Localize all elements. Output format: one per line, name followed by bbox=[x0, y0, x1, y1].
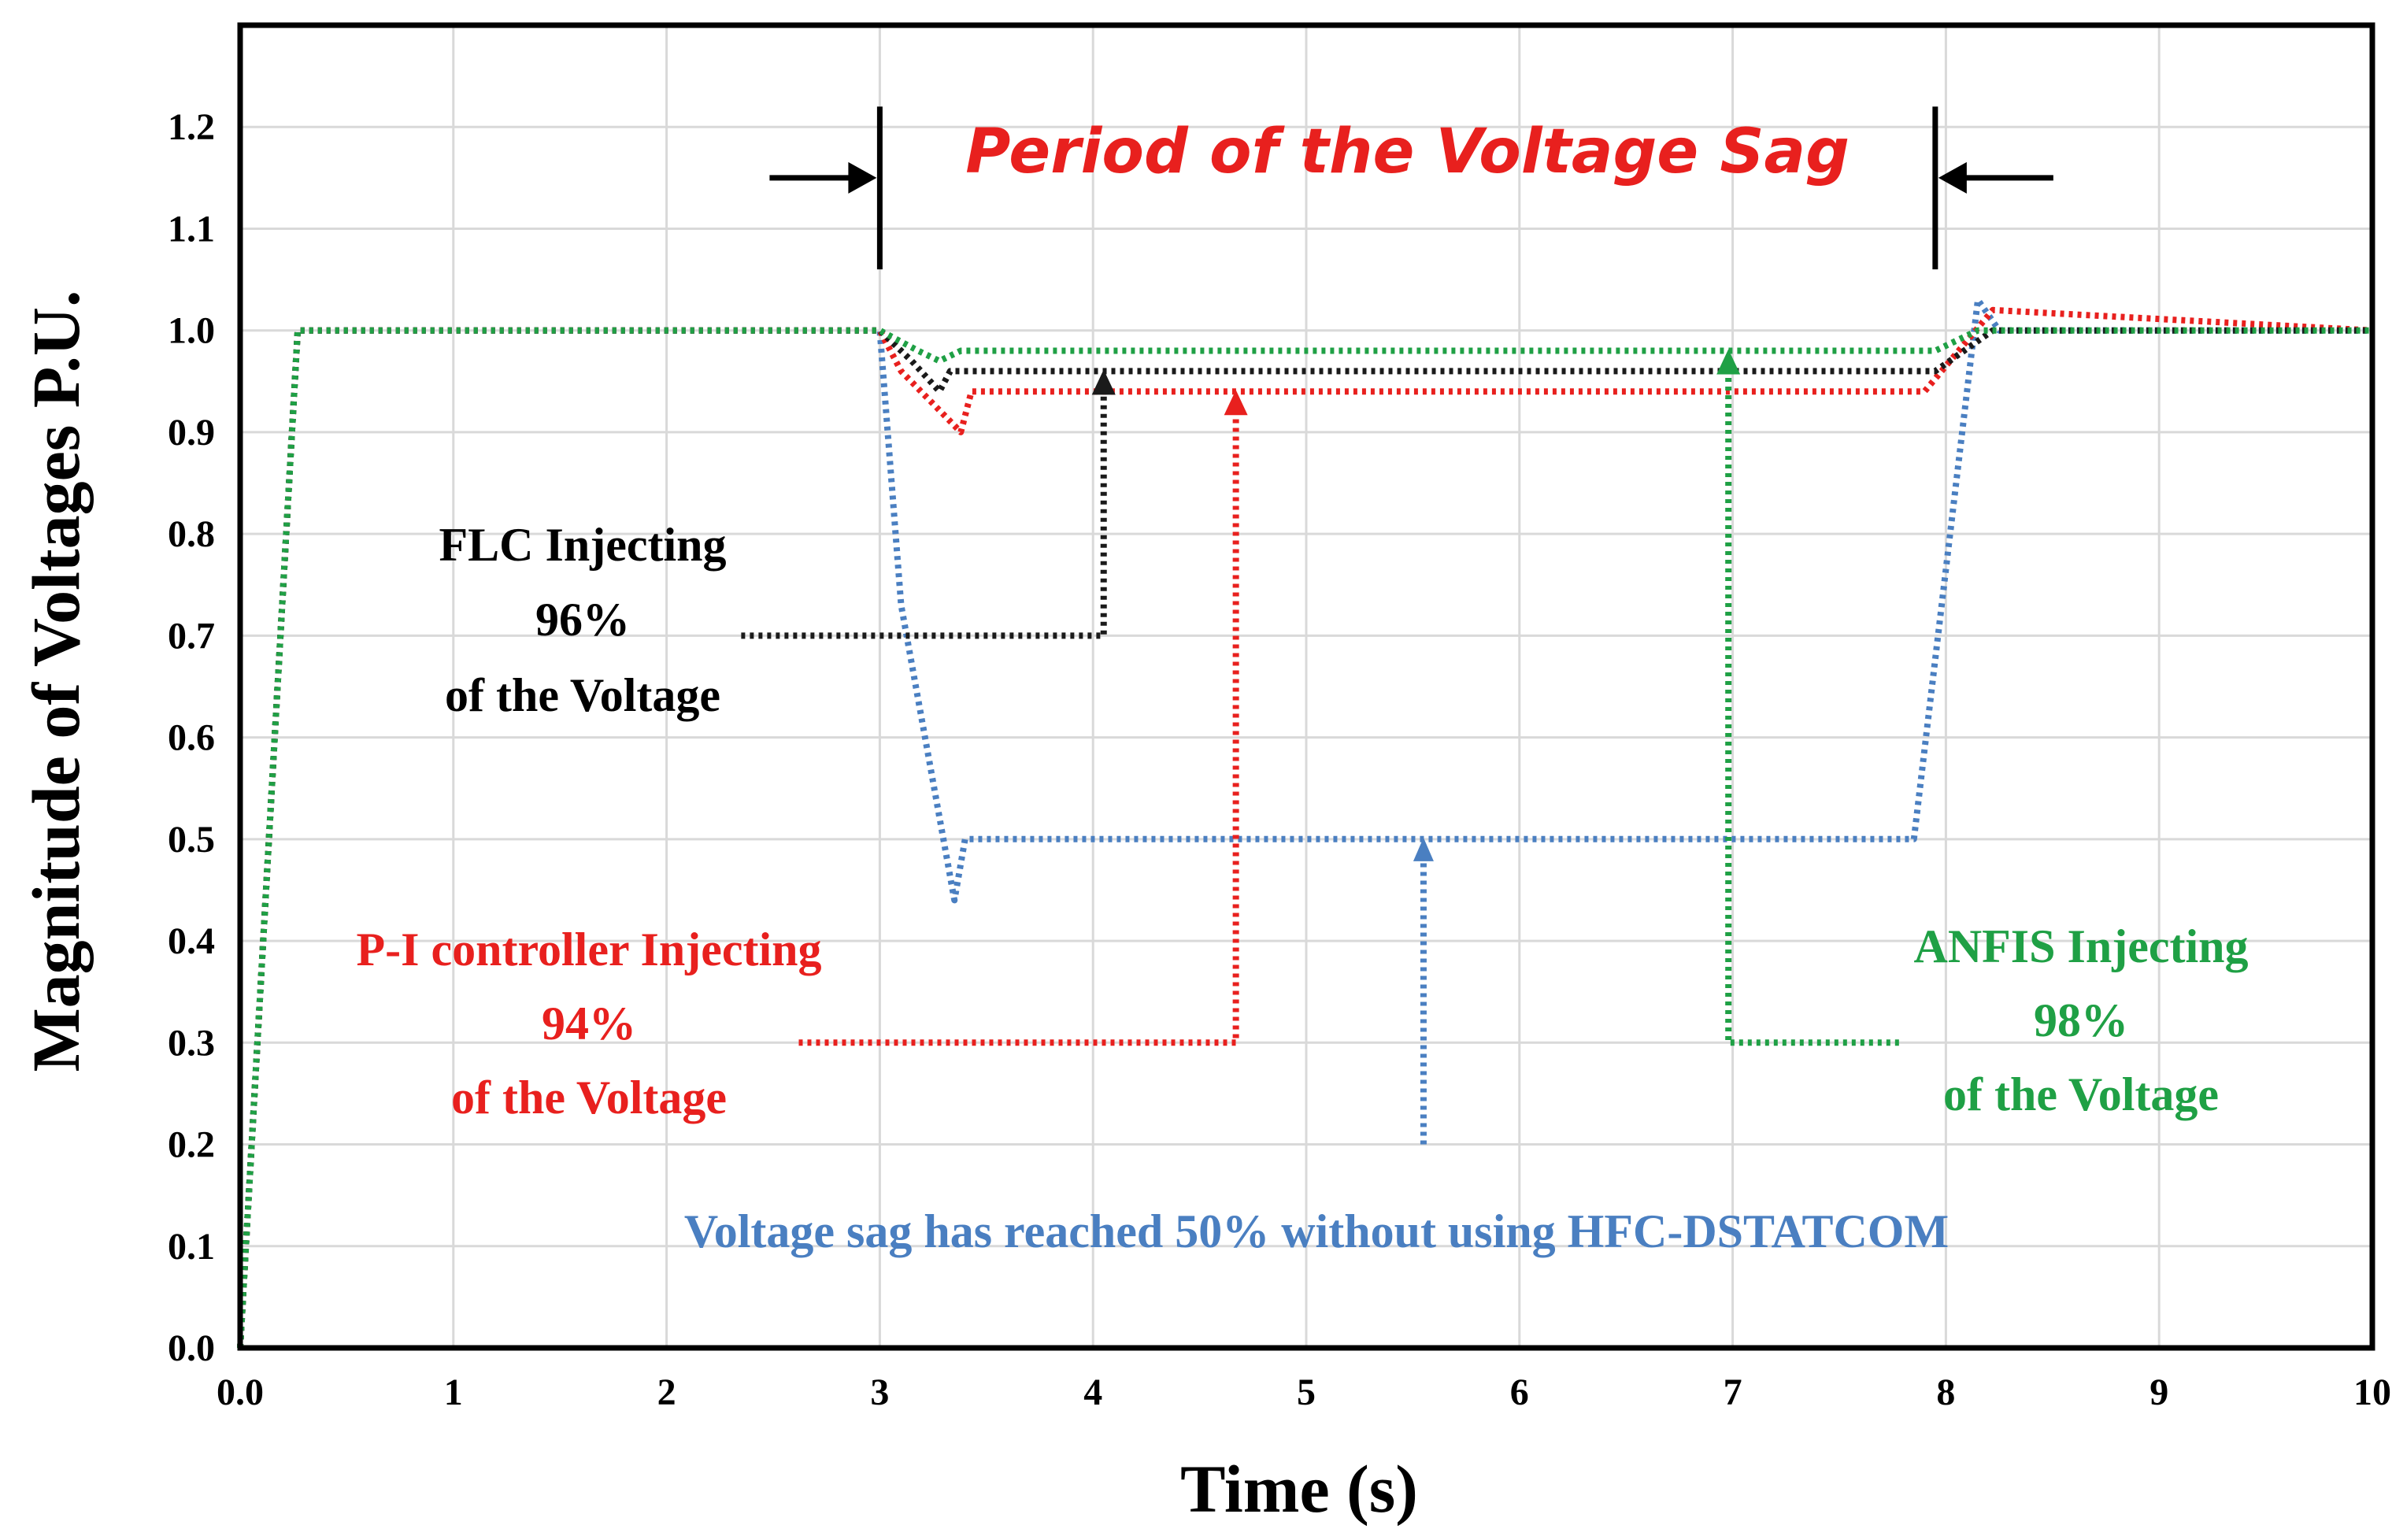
flc-pointer-arrowhead bbox=[1091, 369, 1116, 395]
y-tick-label: 0.2 bbox=[168, 1124, 215, 1166]
grid bbox=[240, 25, 2372, 1348]
anfis-annotation-line-1: ANFIS Injecting bbox=[1913, 920, 2248, 972]
pi-annotation: P-I controller Injecting 94% of the Volt… bbox=[356, 924, 821, 1124]
y-tick-label: 0.5 bbox=[168, 819, 215, 861]
anfis-pointer-arrowhead bbox=[1716, 349, 1741, 375]
x-tick-label: 5 bbox=[1297, 1372, 1316, 1413]
x-axis-title: Time (s) bbox=[1180, 1451, 1418, 1527]
x-tick-label: 4 bbox=[1083, 1372, 1102, 1413]
y-axis-title: Magnitude of Voltages P.U. bbox=[18, 290, 94, 1072]
x-tick-label: 3 bbox=[870, 1372, 889, 1413]
flc-annotation: FLC Injecting 96% of the Voltage bbox=[439, 519, 727, 721]
y-tick-label: 1.0 bbox=[168, 310, 215, 352]
x-tick-label: 7 bbox=[1724, 1372, 1742, 1413]
y-tick-label: 0.3 bbox=[168, 1022, 215, 1064]
y-tick-label: 0.0 bbox=[168, 1327, 215, 1369]
y-tick-label: 0.6 bbox=[168, 717, 215, 759]
x-tick-label: 2 bbox=[657, 1372, 676, 1413]
sag-period-title: Period of the Voltage Sag bbox=[965, 117, 1850, 187]
sag-pointer-arrowhead bbox=[1413, 837, 1434, 861]
x-tick-label: 10 bbox=[2353, 1372, 2391, 1413]
y-tick-label: 1.1 bbox=[168, 208, 215, 250]
series-group bbox=[237, 296, 2373, 1349]
plot-frame bbox=[237, 22, 2375, 1351]
anfis-annotation-line-2: 98% bbox=[2034, 994, 2128, 1046]
y-tick-label: 0.1 bbox=[168, 1226, 215, 1268]
sag-annotation: Voltage sag has reached 50% without usin… bbox=[684, 1205, 1949, 1257]
pi-annotation-line-1: P-I controller Injecting bbox=[356, 924, 821, 975]
series-line-anfis bbox=[237, 327, 2372, 1349]
sag-period-marker: Period of the Voltage Sag bbox=[769, 106, 2053, 270]
y-tick-label: 0.7 bbox=[168, 615, 215, 657]
flc-annotation-line-1: FLC Injecting bbox=[439, 519, 727, 571]
pi-pointer-arrowhead bbox=[1224, 390, 1248, 416]
annotation-pointers bbox=[741, 349, 1899, 1145]
anfis-annotation-line-3: of the Voltage bbox=[1943, 1068, 2219, 1120]
x-tick-label: 0.0 bbox=[217, 1372, 264, 1413]
y-tick-label: 0.8 bbox=[168, 513, 215, 555]
sag-start-arrowhead bbox=[848, 161, 877, 194]
flc-pointer bbox=[741, 385, 1107, 639]
pi-annotation-line-2: 94% bbox=[542, 998, 636, 1049]
tick-labels: 0.0 1 2 3 4 5 6 7 8 9 10 0.0 0.1 0.2 0.3 0.4 0.5 0.6 0.7 0.… bbox=[168, 106, 2391, 1413]
flc-annotation-line-2: 96% bbox=[535, 594, 630, 646]
y-tick-label: 1.2 bbox=[168, 106, 215, 148]
x-tick-label: 8 bbox=[1936, 1372, 1955, 1413]
pi-annotation-line-3: of the Voltage bbox=[451, 1072, 727, 1124]
x-tick-label: 1 bbox=[444, 1372, 463, 1413]
flc-annotation-line-3: of the Voltage bbox=[445, 669, 720, 721]
x-tick-label: 6 bbox=[1510, 1372, 1529, 1413]
x-tick-label: 9 bbox=[2149, 1372, 2168, 1413]
y-tick-label: 0.9 bbox=[168, 412, 215, 453]
y-tick-label: 0.4 bbox=[168, 920, 215, 962]
anfis-annotation: ANFIS Injecting 98% of the Voltage bbox=[1913, 920, 2248, 1120]
sag-end-arrowhead bbox=[1938, 161, 1967, 194]
